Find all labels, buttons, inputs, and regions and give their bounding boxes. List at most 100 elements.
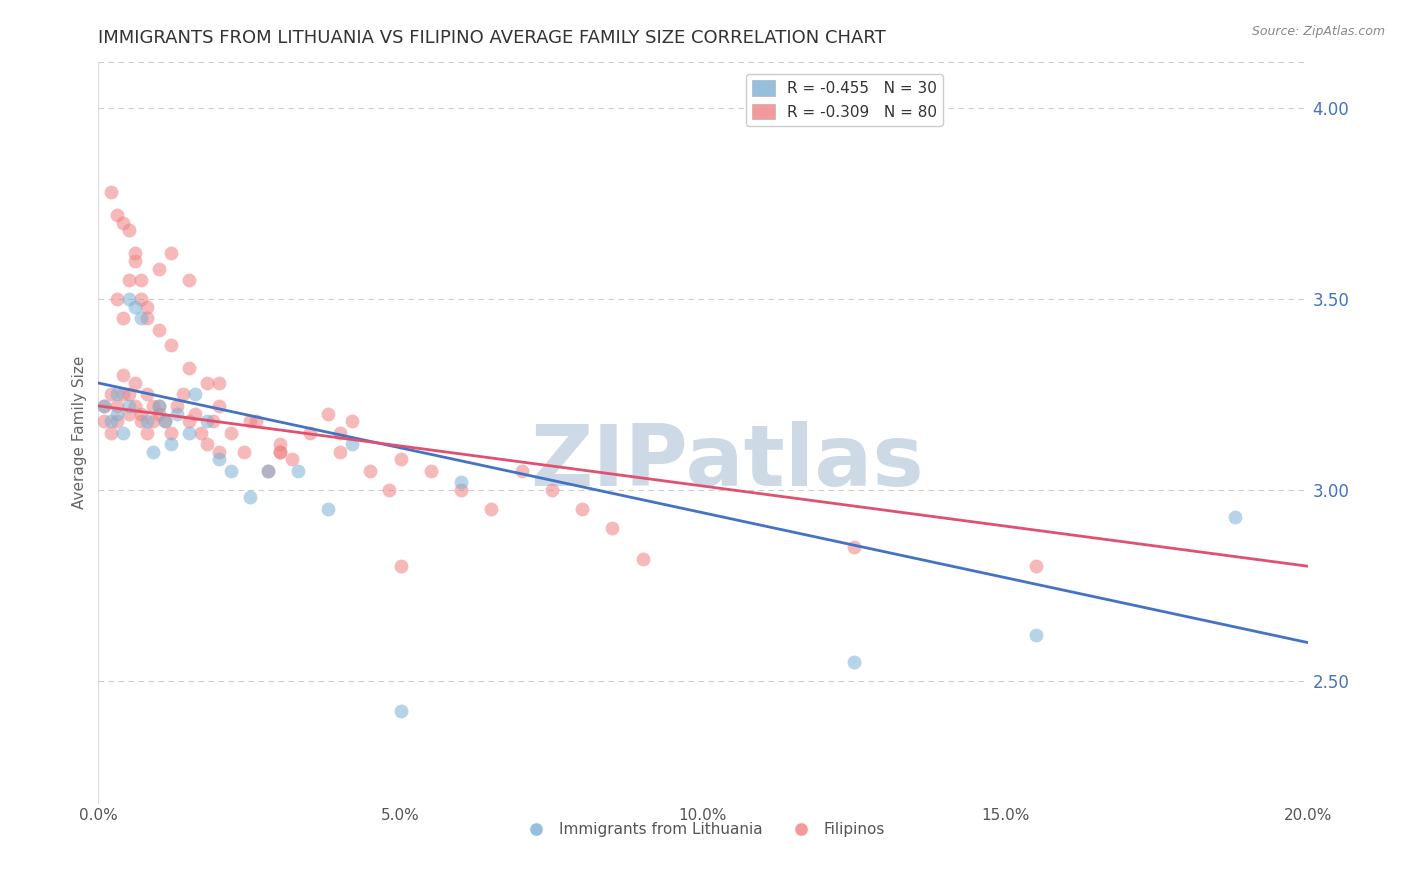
Point — [269, 437, 291, 451]
Point — [316, 407, 339, 421]
Point — [844, 540, 866, 554]
Point — [450, 483, 472, 497]
Point — [377, 483, 399, 497]
Point — [571, 502, 593, 516]
Point — [342, 414, 364, 428]
Point — [124, 246, 146, 260]
Point — [389, 559, 412, 574]
Point — [111, 387, 134, 401]
Point — [142, 444, 165, 458]
Point — [100, 414, 122, 428]
Point — [256, 464, 278, 478]
Point — [148, 399, 170, 413]
Point — [105, 399, 128, 413]
Point — [129, 273, 152, 287]
Point — [1024, 628, 1046, 642]
Point — [148, 407, 170, 421]
Point — [1024, 559, 1046, 574]
Point — [124, 376, 146, 390]
Point — [100, 425, 122, 440]
Point — [179, 425, 201, 440]
Point — [208, 452, 231, 467]
Point — [232, 444, 254, 458]
Point — [148, 261, 170, 276]
Point — [142, 414, 165, 428]
Text: Source: ZipAtlas.com: Source: ZipAtlas.com — [1251, 25, 1385, 38]
Point — [299, 425, 322, 440]
Point — [208, 399, 231, 413]
Point — [269, 444, 291, 458]
Point — [208, 376, 231, 390]
Point — [166, 407, 188, 421]
Point — [111, 368, 134, 383]
Point — [316, 502, 339, 516]
Point — [602, 521, 624, 535]
Point — [195, 437, 218, 451]
Point — [166, 399, 188, 413]
Point — [135, 414, 157, 428]
Point — [93, 414, 115, 428]
Point — [389, 704, 412, 718]
Point — [135, 425, 157, 440]
Point — [160, 338, 183, 352]
Point — [100, 185, 122, 199]
Point — [239, 491, 262, 505]
Point — [195, 414, 218, 428]
Point — [450, 475, 472, 490]
Point — [281, 452, 304, 467]
Point — [389, 452, 412, 467]
Point — [160, 437, 183, 451]
Point — [245, 414, 267, 428]
Point — [153, 414, 176, 428]
Point — [631, 551, 654, 566]
Point — [142, 399, 165, 413]
Point — [287, 464, 309, 478]
Point — [329, 444, 352, 458]
Point — [129, 407, 152, 421]
Point — [208, 444, 231, 458]
Point — [129, 414, 152, 428]
Point — [105, 407, 128, 421]
Point — [148, 399, 170, 413]
Point — [202, 414, 225, 428]
Point — [124, 300, 146, 314]
Text: IMMIGRANTS FROM LITHUANIA VS FILIPINO AVERAGE FAMILY SIZE CORRELATION CHART: IMMIGRANTS FROM LITHUANIA VS FILIPINO AV… — [98, 29, 886, 47]
Point — [105, 208, 128, 222]
Legend: Immigrants from Lithuania, Filipinos: Immigrants from Lithuania, Filipinos — [515, 816, 891, 843]
Point — [118, 273, 141, 287]
Point — [111, 425, 134, 440]
Point — [269, 444, 291, 458]
Point — [105, 414, 128, 428]
Text: ZIPatlas: ZIPatlas — [530, 421, 924, 504]
Point — [510, 464, 533, 478]
Point — [239, 414, 262, 428]
Point — [342, 437, 364, 451]
Point — [190, 425, 212, 440]
Point — [153, 414, 176, 428]
Point — [118, 399, 141, 413]
Point — [360, 464, 382, 478]
Point — [118, 407, 141, 421]
Point — [540, 483, 562, 497]
Point — [135, 387, 157, 401]
Point — [111, 216, 134, 230]
Point — [100, 387, 122, 401]
Point — [329, 425, 352, 440]
Point — [118, 387, 141, 401]
Point — [93, 399, 115, 413]
Point — [124, 253, 146, 268]
Point — [105, 387, 128, 401]
Point — [93, 399, 115, 413]
Point — [172, 387, 194, 401]
Point — [195, 376, 218, 390]
Point — [184, 407, 207, 421]
Point — [135, 300, 157, 314]
Point — [111, 311, 134, 326]
Point — [221, 464, 243, 478]
Point — [221, 425, 243, 440]
Point — [844, 655, 866, 669]
Point — [129, 292, 152, 306]
Point — [135, 311, 157, 326]
Point — [118, 292, 141, 306]
Point — [481, 502, 503, 516]
